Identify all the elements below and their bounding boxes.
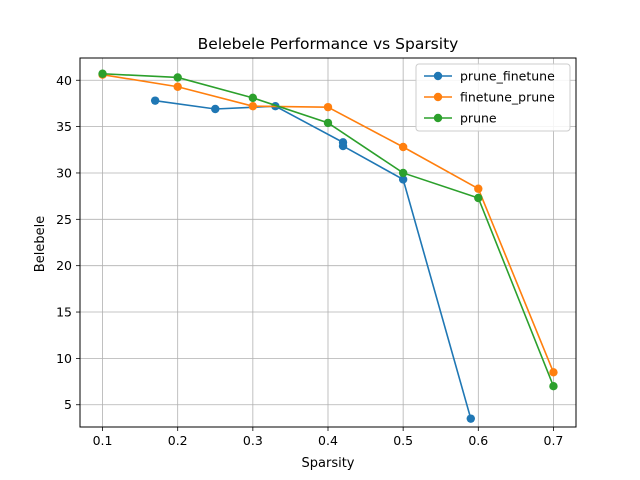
x-tick-label: 0.7 bbox=[544, 433, 564, 448]
data-point bbox=[173, 82, 182, 91]
data-point bbox=[323, 102, 333, 112]
y-tick-label: 15 bbox=[56, 305, 72, 320]
series-prune bbox=[98, 69, 558, 391]
x-tick-label: 0.5 bbox=[393, 433, 413, 448]
data-point bbox=[466, 414, 475, 423]
legend-entry: prune_finetune bbox=[424, 69, 555, 84]
series-layer bbox=[98, 69, 558, 423]
y-tick-label: 25 bbox=[56, 212, 72, 227]
series-prune-finetune bbox=[150, 96, 475, 423]
y-tick-label: 10 bbox=[56, 351, 72, 366]
legend-marker bbox=[433, 92, 443, 102]
legend-marker bbox=[433, 113, 443, 123]
y-tick-label: 5 bbox=[64, 397, 72, 412]
y-axis-label: Belebele bbox=[33, 216, 48, 272]
legend-box bbox=[415, 63, 571, 132]
data-point bbox=[474, 184, 483, 193]
data-point bbox=[248, 102, 258, 111]
y-tick-label: 35 bbox=[56, 119, 72, 134]
data-point bbox=[398, 142, 408, 152]
data-point bbox=[150, 96, 160, 105]
x-tick-label: 0.1 bbox=[93, 433, 113, 448]
x-tick-label: 0.2 bbox=[168, 433, 188, 448]
x-tick-label: 0.3 bbox=[243, 433, 263, 448]
y-tick-label: 30 bbox=[56, 165, 72, 180]
data-point bbox=[398, 168, 408, 178]
y-tick-label: 20 bbox=[56, 258, 72, 273]
data-point bbox=[398, 175, 408, 184]
data-point bbox=[474, 193, 483, 203]
data-point bbox=[338, 141, 348, 151]
legend-marker bbox=[433, 71, 443, 81]
data-point bbox=[549, 368, 558, 377]
series-line bbox=[155, 99, 472, 419]
data-point bbox=[211, 104, 220, 114]
y-tick-label: 40 bbox=[56, 73, 72, 88]
x-tick-label: 0.4 bbox=[318, 433, 338, 448]
y-axis-ticks: 5 10 15 20 25 30 35 40 bbox=[56, 73, 80, 412]
data-point bbox=[248, 93, 258, 103]
data-point bbox=[173, 73, 182, 82]
legend-entry: prune bbox=[424, 111, 497, 126]
legend-entry: finetune_prune bbox=[424, 90, 555, 105]
legend-label: prune bbox=[460, 111, 497, 126]
chart-title: Belebele Performance vs Sparsity bbox=[198, 35, 459, 53]
data-point bbox=[549, 382, 558, 391]
data-point bbox=[323, 118, 333, 128]
legend-label: prune_finetune bbox=[460, 69, 555, 84]
x-axis-label: Sparsity bbox=[302, 456, 355, 471]
legend-label: finetune_prune bbox=[460, 90, 555, 105]
x-tick-label: 0.6 bbox=[468, 433, 488, 448]
x-axis-ticks: 0.1 0.2 0.3 0.4 0.5 0.6 0.7 bbox=[93, 427, 564, 448]
data-point bbox=[98, 69, 107, 78]
